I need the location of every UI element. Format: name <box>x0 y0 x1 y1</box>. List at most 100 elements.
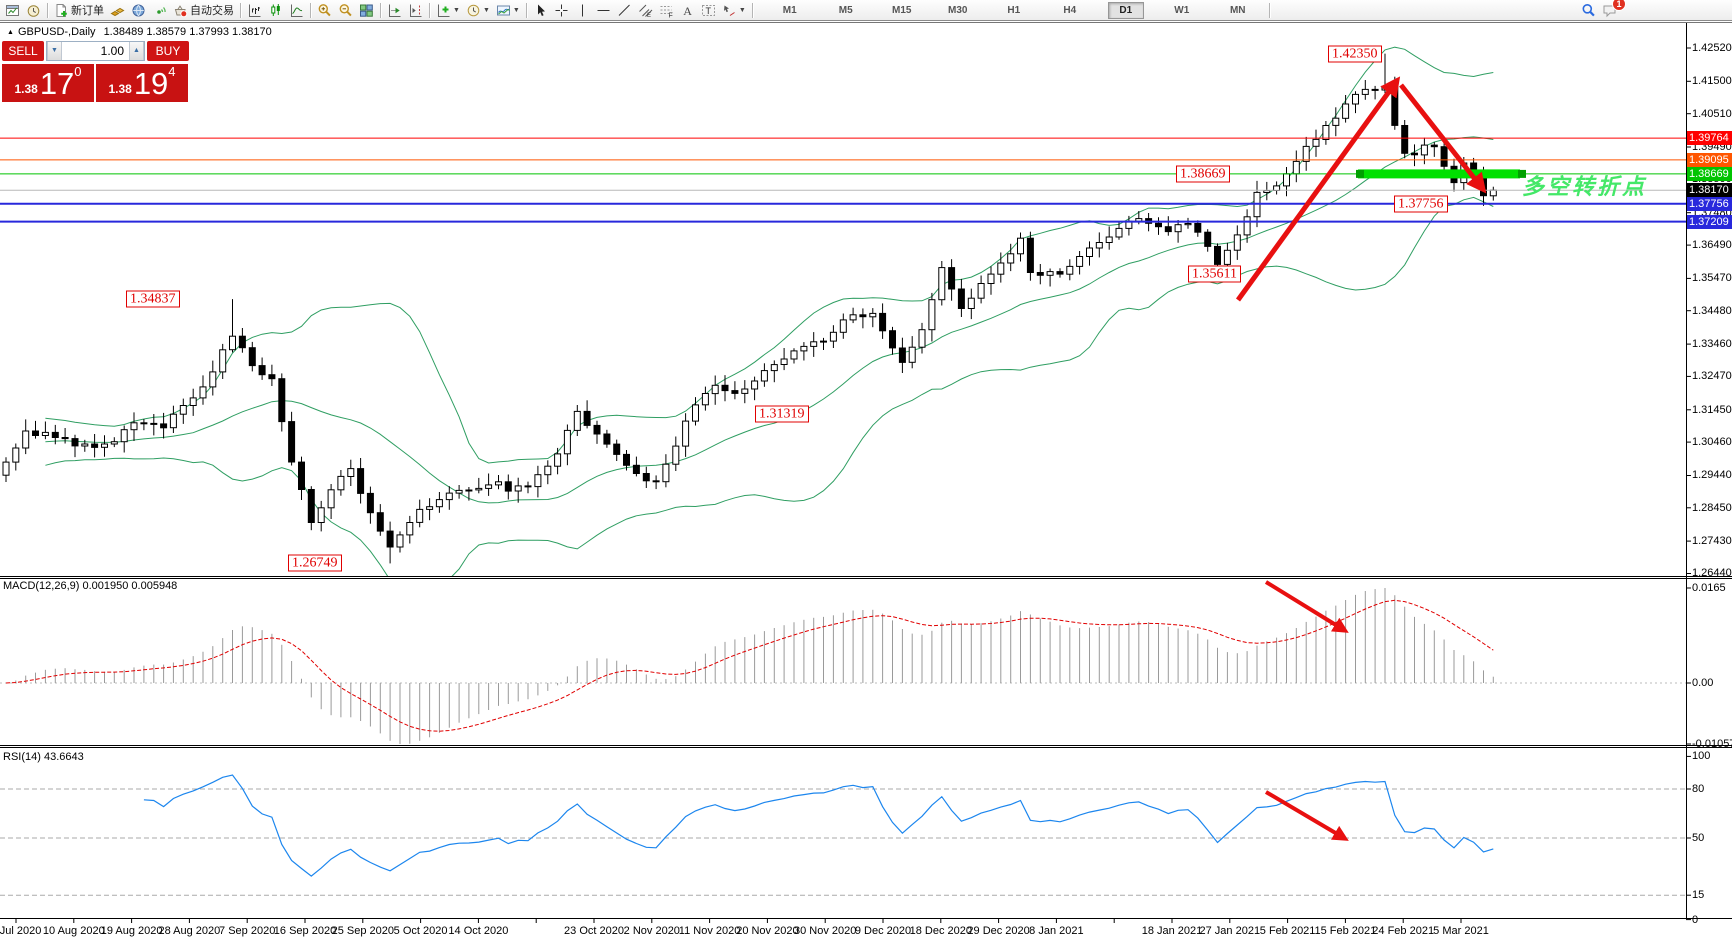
toolbar-trendline-button[interactable] <box>614 1 635 19</box>
deposit-icon <box>110 7 125 16</box>
chart-ohlc-values: 1.38489 1.38579 1.37993 1.38170 <box>103 26 272 38</box>
dropdown-caret-icon[interactable]: ▼ <box>512 6 520 14</box>
zoom-out-icon <box>339 3 352 16</box>
sell-price-main: 1.38 <box>14 82 38 96</box>
candlesticks <box>2 53 1497 564</box>
svg-text:T: T <box>705 6 711 16</box>
periods-icon <box>467 4 480 16</box>
history-center-icon <box>27 4 40 17</box>
new-order-icon <box>56 3 67 17</box>
dropdown-caret-icon[interactable]: ▼ <box>482 6 490 14</box>
toolbar-crosshair-button[interactable] <box>551 1 572 19</box>
toolbar: 新订单 自动交易 ▼ ▼ ▼ E F A T ▼ M1 M5 M15 M30 H1 H4 D1 W1 MN 1 <box>0 0 1732 21</box>
toolbar-text-label-button[interactable]: T <box>698 1 719 19</box>
notification-badge: 1 <box>1612 0 1626 11</box>
toolbar-line-chart-button[interactable] <box>286 1 307 19</box>
cursor-icon <box>537 4 545 16</box>
toolbar-search-button[interactable] <box>1578 1 1599 19</box>
bars-chart-icon <box>249 4 261 17</box>
toolbar-templates-button[interactable]: ▼ <box>493 1 523 19</box>
fibonacci-icon: F <box>660 5 673 18</box>
toolbar-candles-chart-button[interactable] <box>265 1 286 19</box>
toolbar-deposit-button[interactable] <box>107 1 128 19</box>
chart-window-icon <box>6 4 19 16</box>
toolbar-cursor-button[interactable] <box>530 1 551 19</box>
timeframe-m5-button[interactable]: M5 <box>838 4 853 16</box>
signals-icon <box>157 6 166 14</box>
volume-input[interactable]: 1.00 <box>100 44 124 58</box>
toolbar-separator <box>429 2 430 18</box>
toolbar-separator <box>525 2 527 18</box>
timeframe-m15-button[interactable]: M15 <box>892 4 912 16</box>
toolbar-signals-button[interactable] <box>149 1 170 19</box>
toolbar-horizontal-line-button[interactable] <box>593 1 614 19</box>
toolbar-chart-shift-button[interactable] <box>405 1 426 19</box>
line-chart-icon <box>291 4 303 17</box>
timeframe-mn-button[interactable]: MN <box>1229 4 1246 16</box>
timeframe-m30-button[interactable]: M30 <box>948 4 968 16</box>
toolbar-notifications-button[interactable]: 1 <box>1599 0 1626 19</box>
toolbar-separator <box>310 2 311 18</box>
trendline-icon <box>618 4 630 16</box>
volume-decrease-button[interactable]: ▼ <box>47 42 62 60</box>
chart-shift-icon <box>410 4 422 17</box>
templates-icon <box>496 5 510 15</box>
toolbar-new-order-label: 新订单 <box>71 5 104 17</box>
toolbar-separator <box>47 2 48 18</box>
toolbar-chart-window-button[interactable] <box>2 1 23 19</box>
toolbar-separator <box>240 2 241 18</box>
toolbar-auto-scroll-button[interactable] <box>384 1 405 19</box>
search-icon <box>1582 3 1595 16</box>
autotrading-icon <box>174 4 188 17</box>
toolbar-arrows-button[interactable]: ▼ <box>719 1 749 19</box>
chart-symbol-period: GBPUSD-,Daily <box>17 26 96 38</box>
timeframe-d1-button[interactable]: D1 <box>1107 1 1144 19</box>
buy-price-button[interactable]: 1.38 19 4 <box>96 64 188 102</box>
buy-button[interactable]: BUY <box>147 41 189 61</box>
timeframe-h4-button[interactable]: H4 <box>1063 4 1077 16</box>
toolbar-text-button[interactable]: A <box>677 1 698 19</box>
sell-button[interactable]: SELL <box>2 41 44 61</box>
chart-frame <box>0 22 1732 923</box>
candles-chart-icon <box>271 3 280 16</box>
dropdown-caret-icon[interactable]: ▼ <box>453 6 460 14</box>
buy-price-main: 1.38 <box>108 82 132 96</box>
rsi-pane <box>0 774 1686 896</box>
dropdown-caret-icon[interactable]: ▼ <box>738 6 746 14</box>
toolbar-new-order-button[interactable]: 新订单 <box>51 1 107 19</box>
toolbar-periods-button[interactable]: ▼ <box>463 1 493 19</box>
toolbar-right-group: 1 <box>1578 0 1626 19</box>
toolbar-zoom-in-button[interactable] <box>314 1 335 19</box>
toolbar-vertical-line-button[interactable] <box>572 1 593 19</box>
toolbar-tile-windows-button[interactable] <box>356 1 377 19</box>
toolbar-bars-chart-button[interactable] <box>244 1 265 19</box>
text-label-icon: T <box>701 4 715 16</box>
sell-price-pips: 17 <box>39 66 75 101</box>
auto-scroll-icon <box>389 4 401 17</box>
volume-increase-button[interactable]: ▲ <box>129 42 144 60</box>
sell-price-button[interactable]: 1.38 17 0 <box>2 64 94 102</box>
toolbar-publisher-button[interactable] <box>128 1 149 19</box>
buy-price-pips: 19 <box>133 66 169 101</box>
indicators-icon <box>438 4 450 17</box>
crosshair-icon <box>555 4 568 16</box>
timeframe-w1-button[interactable]: W1 <box>1174 4 1190 16</box>
trend-arrows <box>1235 76 1487 841</box>
chart-title: ▲ GBPUSD-,Daily 1.38489 1.38579 1.37993 1.… <box>7 26 272 38</box>
text-icon: A <box>683 4 692 18</box>
toolbar-equidistant-channel-button[interactable]: E <box>635 1 656 19</box>
buy-price-point: 4 <box>168 64 176 79</box>
timeframe-h1-button[interactable]: H1 <box>1007 4 1021 16</box>
toolbar-indicators-button[interactable]: ▼ <box>433 1 463 19</box>
toolbar-zoom-out-button[interactable] <box>335 1 356 19</box>
svg-text:A: A <box>683 4 692 18</box>
timeframe-group: M1 M5 M15 M30 H1 H4 D1 W1 MN <box>762 1 1266 19</box>
toolbar-history-center-button[interactable] <box>23 1 44 19</box>
sell-price-point: 0 <box>74 64 82 79</box>
timeframe-m1-button[interactable]: M1 <box>782 4 797 16</box>
zoom-in-icon <box>318 3 331 16</box>
toolbar-autotrading-button[interactable]: 自动交易 <box>170 1 237 19</box>
toolbar-fibonacci-button[interactable]: F <box>656 1 677 19</box>
